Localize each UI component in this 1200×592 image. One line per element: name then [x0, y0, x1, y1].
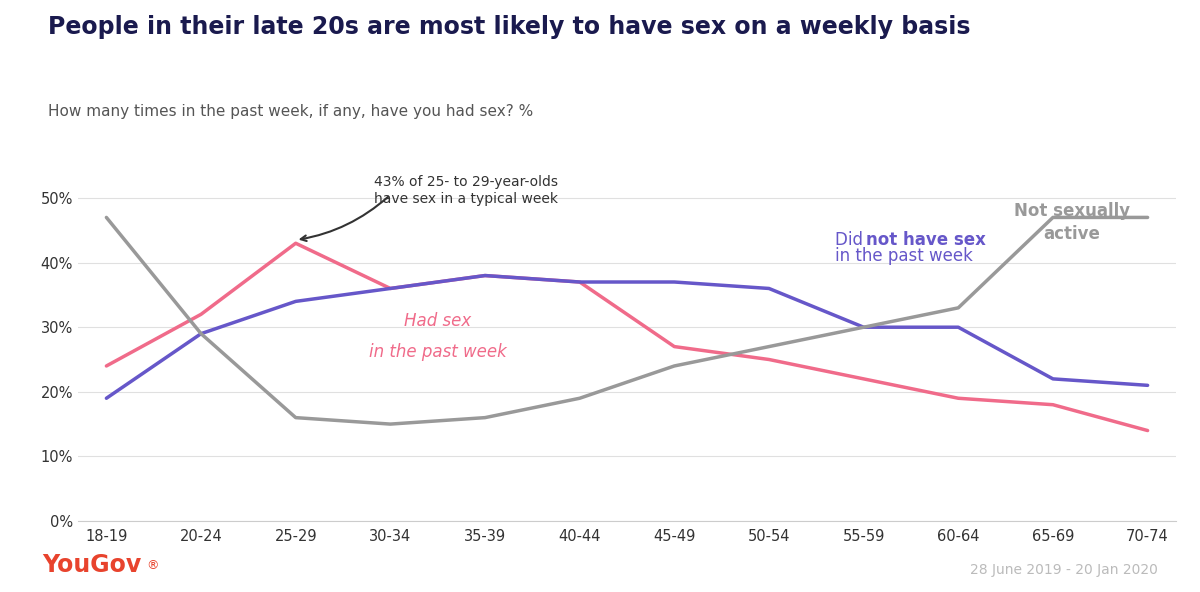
Text: Not sexually
active: Not sexually active: [1014, 202, 1130, 243]
Text: ®: ®: [146, 559, 158, 572]
Text: in the past week: in the past week: [368, 343, 506, 361]
Text: Did: Did: [835, 231, 869, 249]
Text: not have sex: not have sex: [866, 231, 986, 249]
Text: Had sex: Had sex: [404, 313, 472, 330]
Text: How many times in the past week, if any, have you had sex? %: How many times in the past week, if any,…: [48, 104, 533, 118]
Text: YouGov: YouGov: [42, 553, 142, 577]
Text: People in their late 20s are most likely to have sex on a weekly basis: People in their late 20s are most likely…: [48, 15, 971, 39]
Text: 43% of 25- to 29-year-olds: 43% of 25- to 29-year-olds: [374, 175, 558, 189]
Text: in the past week: in the past week: [835, 247, 973, 265]
Text: 28 June 2019 - 20 Jan 2020: 28 June 2019 - 20 Jan 2020: [970, 563, 1158, 577]
Text: have sex in a typical week: have sex in a typical week: [374, 192, 558, 207]
